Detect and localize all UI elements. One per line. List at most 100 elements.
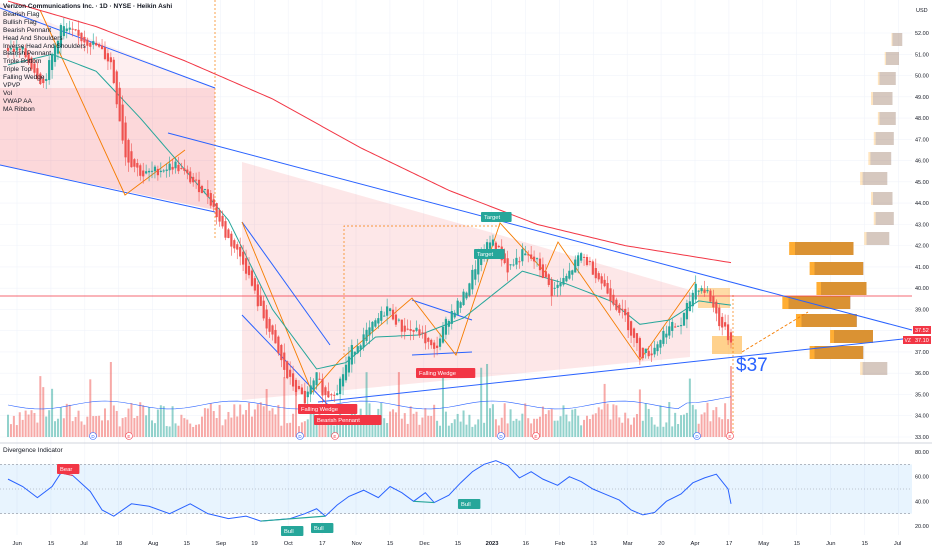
volume-bar	[239, 404, 242, 437]
candle-body	[244, 258, 248, 274]
candle-body	[239, 246, 242, 257]
volume-bar	[603, 383, 606, 437]
candle-body	[574, 259, 577, 273]
trendline	[241, 314, 331, 408]
legend-item[interactable]: Vol	[3, 89, 13, 97]
candle-body	[491, 239, 495, 246]
candle-body	[327, 391, 330, 398]
indicator-tick: 80.00	[915, 450, 929, 456]
candle-body	[676, 325, 680, 327]
legend-item[interactable]: Bearish Flag	[3, 10, 40, 18]
volume-bar	[236, 416, 239, 437]
volume-bar	[245, 410, 248, 437]
volume-bar	[680, 415, 683, 437]
candle-body	[247, 265, 251, 276]
candle-body	[477, 255, 480, 275]
volume-bar	[344, 417, 347, 437]
candle-body	[174, 161, 177, 169]
volume-bar	[456, 413, 459, 437]
volume-bar	[262, 406, 265, 437]
vp-bar-down	[795, 314, 857, 327]
volume-bar	[327, 416, 330, 437]
volume-bar	[242, 414, 245, 437]
time-tick: 17	[726, 541, 732, 547]
legend-item[interactable]: MA Ribbon	[3, 105, 35, 113]
vp-bar-down	[782, 296, 851, 309]
candle-body	[468, 283, 471, 296]
candle-body	[665, 333, 668, 338]
legend-item[interactable]: Falling Wedge	[3, 74, 45, 82]
candle-body	[133, 159, 136, 167]
legend-item[interactable]: VPVP	[3, 82, 21, 90]
candle-body	[553, 287, 556, 289]
zigzag-projection	[741, 311, 809, 353]
legend-item[interactable]: Triple Top	[3, 66, 32, 74]
candle-body	[726, 324, 730, 341]
legend-item[interactable]: Bullish Flag	[3, 18, 37, 26]
volume-bar	[421, 417, 424, 437]
candle-body	[356, 346, 359, 354]
vp-bar-up	[875, 212, 894, 225]
legend-item[interactable]: Inverse Head And Shoulders	[3, 42, 86, 50]
volume-bar	[45, 416, 48, 437]
legend-item[interactable]: Head And Shoulders	[3, 34, 63, 42]
target-box	[712, 336, 742, 354]
volume-bar	[415, 411, 418, 437]
volume-bar	[136, 415, 139, 437]
candle-body	[582, 256, 586, 258]
candle-body	[186, 169, 189, 174]
legend-item[interactable]: Triple Bottom	[3, 58, 42, 66]
candle-body	[253, 278, 256, 291]
volume-bar	[512, 420, 515, 437]
volume-bar	[30, 410, 33, 437]
candle-body	[95, 42, 98, 46]
zigzag-line	[39, 9, 186, 196]
legend-item[interactable]: Bearish Pennant	[3, 26, 52, 34]
indicator-tick: 20.00	[915, 524, 929, 530]
candle-body	[418, 329, 421, 336]
volume-bar	[594, 413, 597, 437]
pattern-label: Falling Wedge	[301, 407, 338, 413]
volume-bar	[606, 403, 609, 437]
candle-body	[532, 256, 536, 262]
price-tick: 37.00	[915, 350, 929, 356]
volume-bar	[36, 422, 39, 437]
legend-item[interactable]: VWAP AA	[3, 97, 32, 105]
volume-bar	[724, 403, 727, 437]
legend-item[interactable]: Bearish Pennant	[3, 50, 52, 58]
candle-body	[706, 289, 709, 292]
volume-bar	[627, 418, 630, 437]
candle-body	[9, 48, 13, 50]
vp-bar-down	[871, 92, 893, 105]
candle-body	[18, 48, 21, 51]
candle-body	[124, 122, 127, 158]
candle-body	[256, 284, 259, 307]
time-tick: 15	[387, 541, 393, 547]
candle-body	[462, 291, 465, 306]
candle-body	[421, 332, 424, 334]
candle-body	[674, 326, 677, 328]
candle-body	[242, 251, 245, 265]
candle-body	[142, 170, 145, 177]
candle-body	[494, 242, 497, 250]
volume-bar	[715, 407, 718, 437]
volume-bar	[462, 410, 465, 437]
price-tick: 51.00	[915, 52, 929, 58]
guide-line	[343, 225, 500, 355]
volume-bar	[353, 413, 356, 437]
volume-bar	[39, 376, 42, 437]
candle-body	[65, 28, 68, 32]
candle-body	[386, 306, 389, 316]
event-marker-label: E	[728, 434, 731, 439]
volume-bar	[139, 402, 142, 437]
time-tick: Jul	[894, 541, 901, 547]
volume-bar	[533, 418, 536, 437]
event-marker-label: E	[333, 434, 336, 439]
volume-bar	[550, 408, 553, 437]
volume-bar	[674, 412, 677, 437]
volume-bar	[174, 423, 177, 437]
candle-body	[612, 294, 615, 305]
candle-body	[453, 312, 456, 318]
candle-body	[659, 340, 662, 348]
